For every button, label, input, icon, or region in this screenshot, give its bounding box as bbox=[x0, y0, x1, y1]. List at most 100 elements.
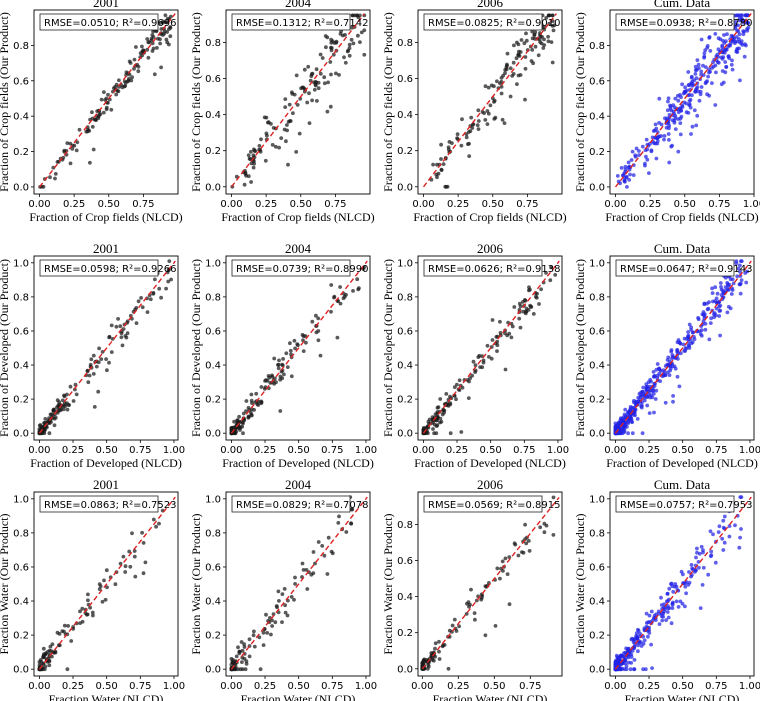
stats-box bbox=[39, 13, 159, 31]
data-point bbox=[647, 411, 652, 415]
data-point bbox=[269, 632, 273, 637]
data-point bbox=[714, 296, 719, 301]
data-point bbox=[489, 83, 494, 88]
data-point bbox=[628, 405, 633, 409]
data-point bbox=[466, 396, 471, 400]
data-point bbox=[472, 611, 477, 615]
data-point bbox=[132, 66, 136, 71]
data-point bbox=[703, 327, 708, 332]
data-point bbox=[621, 415, 626, 420]
y-tick-label: 0.6 bbox=[13, 326, 29, 337]
y-tick-label: 1.0 bbox=[589, 494, 605, 505]
y-tick-label: 0.6 bbox=[397, 556, 413, 567]
data-point bbox=[516, 553, 521, 558]
data-point bbox=[639, 405, 644, 410]
data-point bbox=[733, 523, 737, 528]
data-point bbox=[96, 360, 101, 365]
y-tick-label: 0.0 bbox=[205, 429, 221, 440]
data-point bbox=[730, 277, 735, 282]
data-point bbox=[349, 37, 354, 42]
data-point bbox=[537, 302, 541, 306]
data-point bbox=[722, 540, 727, 545]
data-point bbox=[288, 348, 293, 353]
data-point bbox=[132, 549, 137, 553]
data-point bbox=[113, 85, 117, 89]
data-point bbox=[500, 117, 505, 122]
data-point bbox=[310, 71, 315, 76]
data-point bbox=[252, 629, 256, 634]
x-axis-label: Fraction Water (NLCD) bbox=[49, 692, 164, 701]
data-point bbox=[702, 55, 706, 60]
data-point bbox=[632, 410, 637, 415]
data-point bbox=[249, 392, 254, 397]
data-point bbox=[726, 284, 730, 288]
data-point bbox=[623, 167, 628, 172]
y-tick-label: 0.6 bbox=[13, 562, 29, 573]
data-point bbox=[355, 277, 360, 282]
data-point bbox=[731, 38, 735, 43]
data-point bbox=[628, 172, 632, 177]
scatter-panel-5: 2001 0.00 0.25 0.50 0.75 1.00 0.0 0.2 0.4 0.6 0.8 1… bbox=[0, 241, 185, 470]
data-point bbox=[49, 412, 54, 417]
data-point bbox=[446, 666, 451, 671]
data-point bbox=[534, 295, 539, 300]
data-point bbox=[431, 162, 435, 167]
data-point bbox=[489, 356, 494, 361]
x-tick-label: 0.00 bbox=[604, 681, 626, 692]
data-point bbox=[523, 298, 527, 302]
data-point bbox=[98, 584, 103, 589]
data-point bbox=[48, 175, 52, 180]
data-point bbox=[483, 84, 488, 89]
plot-frame bbox=[417, 9, 563, 195]
data-point bbox=[636, 643, 640, 648]
data-point bbox=[630, 649, 635, 653]
x-tick-label: 0.00 bbox=[220, 199, 242, 210]
x-tick-label: 0.75 bbox=[516, 199, 538, 210]
data-point bbox=[459, 143, 464, 148]
x-tick-label: 0.50 bbox=[483, 681, 505, 692]
data-point bbox=[89, 357, 94, 362]
data-point bbox=[334, 71, 338, 76]
data-point bbox=[541, 46, 546, 50]
data-point bbox=[437, 649, 441, 654]
data-point bbox=[161, 20, 165, 25]
data-point bbox=[711, 299, 715, 304]
data-point bbox=[41, 184, 46, 189]
data-point bbox=[512, 305, 517, 309]
data-point bbox=[669, 349, 674, 354]
data-point bbox=[490, 318, 495, 322]
data-point bbox=[516, 42, 521, 47]
data-point bbox=[437, 657, 442, 661]
data-point bbox=[668, 368, 672, 373]
data-point bbox=[318, 52, 323, 57]
data-point bbox=[623, 179, 627, 184]
data-point bbox=[298, 96, 303, 101]
stats-text: RMSE=0.0829; R²=0.7078 bbox=[236, 500, 369, 511]
data-point bbox=[356, 33, 360, 38]
data-point bbox=[675, 374, 680, 379]
data-point bbox=[678, 106, 683, 111]
data-point bbox=[312, 87, 317, 92]
data-point bbox=[702, 51, 707, 56]
data-point bbox=[128, 61, 133, 65]
data-point bbox=[133, 574, 138, 579]
data-point bbox=[697, 551, 702, 556]
data-point bbox=[512, 541, 517, 546]
data-point bbox=[450, 141, 454, 146]
data-point bbox=[678, 121, 683, 125]
data-point bbox=[493, 624, 498, 628]
x-tick-label: 1.00 bbox=[355, 445, 377, 456]
y-tick-label: 0.2 bbox=[397, 146, 413, 157]
data-point bbox=[735, 28, 739, 33]
data-point bbox=[676, 605, 681, 609]
stats-text: RMSE=0.0647; R²=0.9143 bbox=[620, 264, 753, 275]
y-tick-label: 0.6 bbox=[397, 74, 413, 85]
stats-text: RMSE=0.1312; R²=0.7142 bbox=[236, 18, 369, 29]
data-point bbox=[434, 418, 439, 423]
data-point bbox=[457, 378, 462, 383]
one-to-one-line bbox=[422, 260, 560, 434]
data-point bbox=[710, 286, 714, 291]
data-point bbox=[109, 323, 114, 328]
data-point bbox=[653, 135, 657, 140]
data-point bbox=[291, 111, 295, 116]
